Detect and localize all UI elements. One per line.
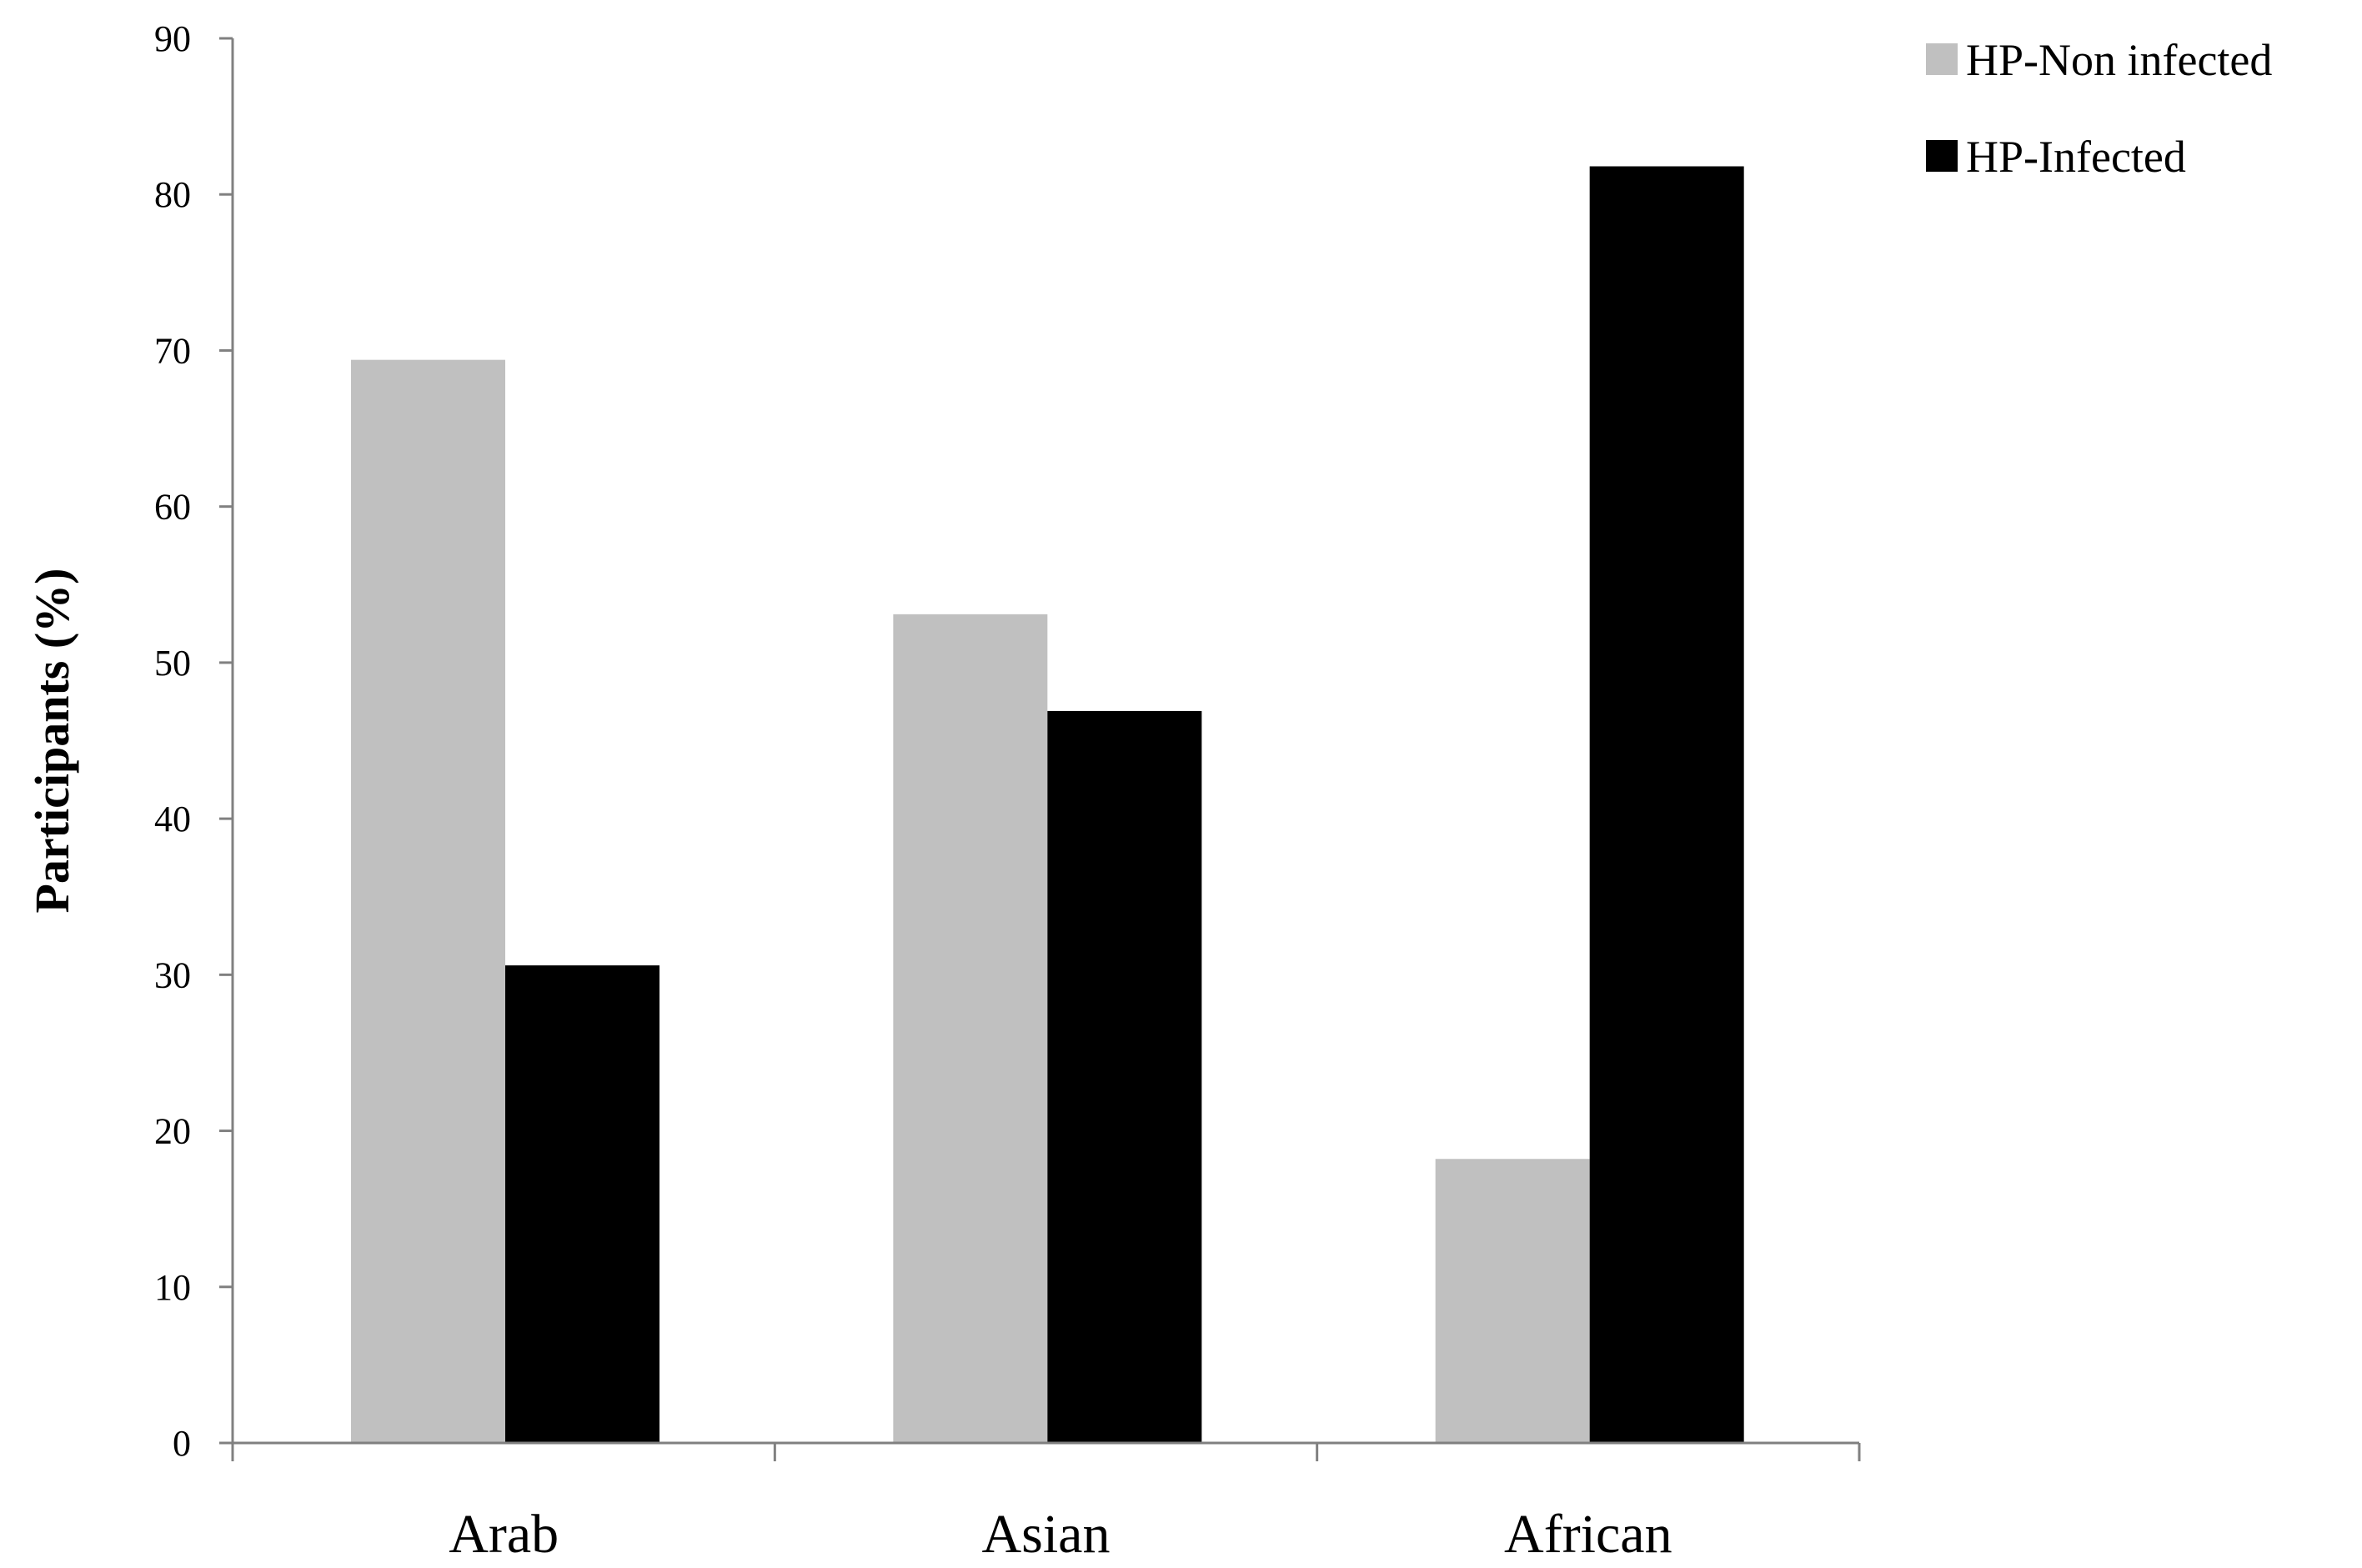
bar-african-infected (1589, 166, 1744, 1443)
y-tick-label: 60 (154, 487, 191, 528)
bars (351, 166, 1744, 1444)
bar-african-non-infected (1435, 1159, 1590, 1443)
legend-label: HP-Infected (1966, 132, 2186, 182)
category-labels: Arab Asian African (449, 1504, 1672, 1565)
y-tick-label: 30 (154, 954, 191, 995)
bar-arab-infected (505, 965, 659, 1443)
y-tick-label: 10 (154, 1267, 191, 1308)
y-tick-label: 0 (173, 1423, 191, 1464)
y-axis-ticks: 0 10 20 30 40 50 60 70 80 90 (154, 18, 233, 1464)
category-label: Arab (449, 1504, 559, 1565)
legend: HP-Non infected HP-Infected (1926, 35, 2272, 182)
legend-label: HP-Non infected (1966, 35, 2272, 85)
bar-asian-non-infected (893, 614, 1048, 1443)
category-label: African (1504, 1504, 1672, 1565)
y-tick-label: 40 (154, 799, 191, 839)
y-tick-label: 20 (154, 1111, 191, 1152)
bar-asian-infected (1047, 710, 1202, 1443)
axes (231, 38, 1859, 1445)
legend-swatch (1926, 140, 1958, 172)
bar-arab-non-infected (351, 359, 505, 1444)
y-tick-label: 50 (154, 643, 191, 684)
x-axis-ticks (231, 1443, 1861, 1461)
legend-swatch (1926, 43, 1958, 75)
y-tick-label: 80 (154, 174, 191, 215)
y-tick-label: 70 (154, 330, 191, 371)
y-axis-title: Participants (%) (25, 569, 79, 914)
category-label: Asian (982, 1504, 1111, 1565)
y-tick-label: 90 (154, 18, 191, 59)
